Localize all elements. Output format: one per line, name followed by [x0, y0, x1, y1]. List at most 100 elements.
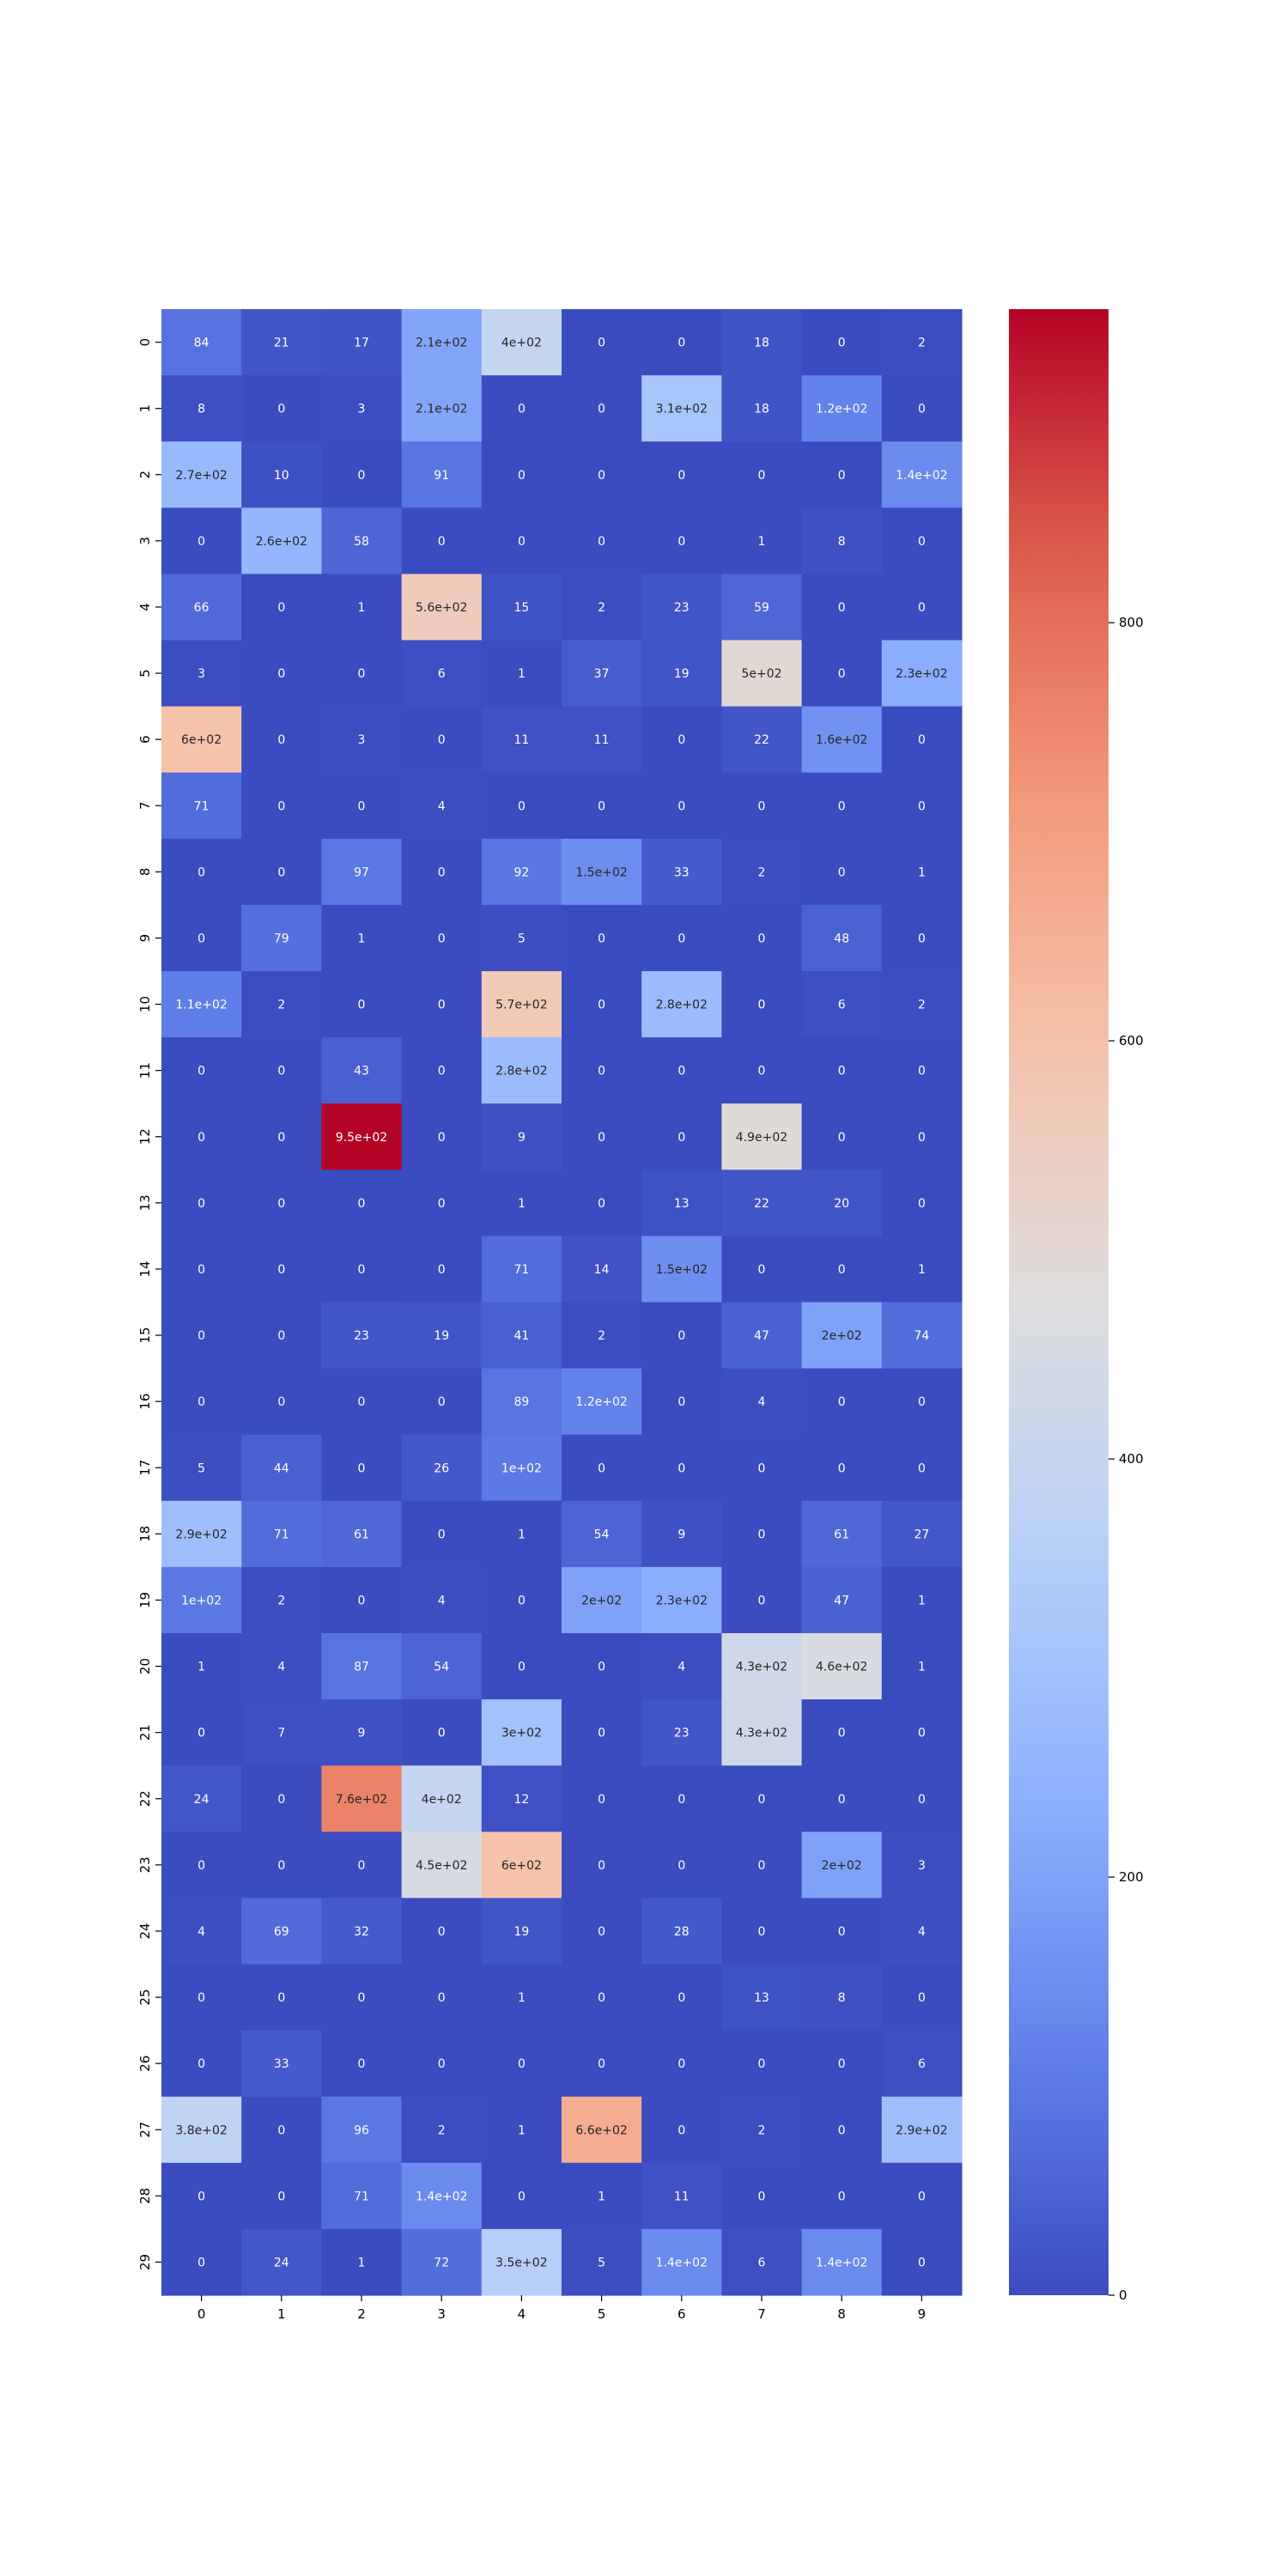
heatmap-cell-r7-c9 [881, 772, 963, 840]
colorbar-tick-label-0: 0 [1119, 2287, 1127, 2303]
heatmap-cell-r14-c2 [321, 1236, 403, 1303]
cell-label-r26-c5: 0 [598, 2057, 605, 2071]
heatmap-cell-r18-c9 [881, 1500, 963, 1568]
cell-label-r18-c5: 54 [594, 1528, 610, 1541]
cell-label-r18-c1: 71 [274, 1528, 289, 1541]
heatmap-cell-r21-c6 [641, 1699, 722, 1766]
cell-label-r22-c8: 0 [838, 1793, 846, 1807]
x-tick-label-3: 3 [437, 2306, 446, 2322]
cell-label-r8-c9: 1 [918, 866, 926, 879]
cell-label-r1-c7: 18 [754, 403, 769, 416]
heatmap-cell-r8-c0 [161, 838, 242, 906]
heatmap-cell-r12-c6 [641, 1103, 722, 1170]
heatmap-cell-r2-c0 [161, 441, 242, 508]
cell-label-r21-c7: 4.3e+02 [736, 1727, 787, 1741]
y-tick-label-15: 15 [137, 1327, 153, 1344]
heatmap-cell-r1-c4 [481, 375, 562, 442]
heatmap-cell-r9-c2 [321, 904, 403, 972]
cell-label-r23-c9: 3 [918, 1859, 926, 1873]
cell-label-r17-c3: 26 [434, 1461, 449, 1475]
cell-label-r19-c1: 2 [277, 1594, 285, 1607]
heatmap-cell-r14-c7 [721, 1236, 803, 1303]
cell-label-r28-c1: 0 [277, 2190, 285, 2203]
cell-label-r28-c4: 0 [518, 2190, 526, 2203]
heatmap-cell-r7-c2 [321, 772, 403, 840]
heatmap-cell-r16-c3 [401, 1368, 483, 1436]
heatmap-cell-r19-c6 [641, 1566, 722, 1634]
cell-label-r9-c6: 0 [677, 932, 685, 945]
cell-label-r9-c4: 5 [518, 932, 526, 945]
heatmap-cell-r26-c5 [562, 2030, 642, 2098]
cell-label-r0-c4: 4e+02 [501, 337, 542, 350]
cell-label-r11-c8: 0 [838, 1065, 846, 1078]
cell-label-r20-c2: 87 [354, 1661, 369, 1674]
heatmap-cell-r24-c2 [321, 1898, 403, 1965]
heatmap-cell-r29-c1 [241, 2228, 322, 2296]
heatmap-cell-r21-c4 [481, 1699, 562, 1766]
heatmap-cell-r5-c4 [481, 640, 562, 708]
heatmap-cell-r16-c4 [481, 1368, 562, 1436]
cell-label-r9-c9: 0 [918, 932, 926, 945]
cell-label-r14-c8: 0 [838, 1263, 846, 1277]
heatmap-cell-r15-c8 [801, 1302, 883, 1370]
heatmap-cell-r20-c2 [321, 1633, 403, 1700]
cell-label-r27-c8: 0 [838, 2123, 846, 2137]
heatmap-cell-r12-c1 [241, 1103, 322, 1170]
cell-label-r18-c0: 2.9e+02 [175, 1528, 227, 1541]
cell-label-r16-c9: 0 [918, 1395, 926, 1409]
heatmap-cell-r22-c2 [321, 1765, 403, 1832]
cell-label-r14-c7: 0 [758, 1263, 766, 1277]
heatmap-cell-r25-c0 [161, 1964, 242, 2032]
cell-label-r21-c6: 23 [674, 1727, 690, 1741]
heatmap-cell-r19-c1 [241, 1566, 322, 1634]
heatmap-cell-r23-c1 [241, 1832, 322, 1899]
cell-label-r8-c4: 92 [513, 866, 529, 879]
heatmap-cell-r26-c8 [801, 2030, 883, 2098]
heatmap-cell-r25-c6 [641, 1964, 722, 2032]
heatmap-cell-r14-c5 [562, 1236, 642, 1303]
heatmap-cell-r3-c4 [481, 507, 562, 574]
heatmap-cell-r9-c8 [801, 904, 883, 972]
cell-label-r26-c7: 0 [758, 2057, 766, 2071]
heatmap-cell-r29-c5 [562, 2228, 642, 2296]
cell-label-r5-c8: 0 [838, 667, 846, 681]
heatmap-cell-r7-c3 [401, 772, 483, 840]
x-tick-label-1: 1 [277, 2306, 286, 2322]
cell-label-r14-c0: 0 [197, 1263, 205, 1277]
heatmap-cell-r13-c8 [801, 1170, 883, 1236]
heatmap-cell-r10-c6 [641, 971, 722, 1038]
heatmap-cell-r8-c1 [241, 838, 322, 906]
heatmap-cell-r27-c3 [401, 2096, 483, 2164]
heatmap-cell-r11-c6 [641, 1037, 722, 1104]
cell-label-r12-c7: 4.9e+02 [736, 1131, 787, 1145]
heatmap-cell-r4-c7 [721, 574, 803, 641]
heatmap-cell-r16-c2 [321, 1368, 403, 1436]
x-axis: 0 1 2 3 4 5 6 7 8 9 [197, 2295, 926, 2322]
heatmap-cell-r19-c4 [481, 1566, 562, 1634]
heatmap-cell-r13-c5 [562, 1170, 642, 1236]
y-tick-label-12: 12 [137, 1128, 153, 1145]
cell-label-r29-c4: 3.5e+02 [495, 2256, 547, 2269]
cell-label-r20-c0: 1 [197, 1661, 205, 1674]
heatmap-cell-r15-c1 [241, 1302, 322, 1370]
heatmap-cell-r23-c5 [562, 1832, 642, 1899]
cell-label-r24-c9: 4 [918, 1925, 926, 1939]
cell-label-r15-c9: 74 [914, 1329, 929, 1343]
heatmap-cell-r24-c7 [721, 1898, 803, 1965]
y-tick-label-25: 25 [137, 1990, 153, 2006]
y-tick-label-16: 16 [137, 1394, 153, 1410]
heatmap-cell-r11-c0 [161, 1037, 242, 1104]
cell-label-r7-c7: 0 [758, 799, 766, 813]
heatmap-cell-r19-c2 [321, 1566, 403, 1634]
x-tick-label-6: 6 [677, 2306, 686, 2322]
cell-label-r16-c3: 0 [438, 1395, 446, 1409]
cell-label-r20-c7: 4.3e+02 [736, 1661, 787, 1674]
heatmap-cell-r2-c3 [401, 441, 483, 508]
heatmap-cell-r7-c0 [161, 772, 242, 840]
heatmap-cell-r22-c6 [641, 1765, 722, 1832]
heatmap-cell-r12-c2 [321, 1103, 403, 1170]
heatmap-cell-r3-c6 [641, 507, 722, 574]
heatmap-cell-r25-c5 [562, 1964, 642, 2032]
cell-label-r2-c3: 91 [434, 469, 449, 483]
